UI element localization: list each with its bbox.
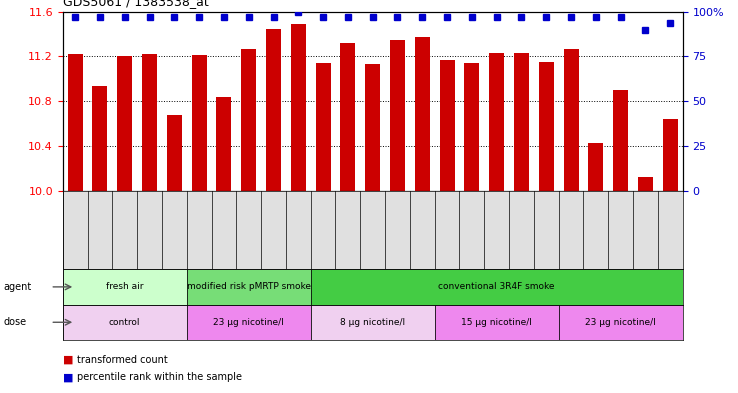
- Bar: [63, 269, 187, 305]
- Bar: [311, 305, 435, 340]
- Bar: [514, 53, 529, 191]
- Bar: [187, 305, 311, 340]
- Bar: [187, 269, 311, 305]
- Bar: [142, 54, 157, 191]
- Bar: [167, 115, 182, 191]
- Bar: [489, 53, 504, 191]
- Bar: [365, 64, 380, 191]
- Bar: [415, 37, 430, 191]
- Text: percentile rank within the sample: percentile rank within the sample: [77, 372, 243, 382]
- Bar: [291, 24, 306, 191]
- Text: 23 μg nicotine/l: 23 μg nicotine/l: [213, 318, 284, 327]
- Bar: [241, 49, 256, 191]
- Text: 23 μg nicotine/l: 23 μg nicotine/l: [585, 318, 656, 327]
- Text: transformed count: transformed count: [77, 354, 168, 365]
- Text: control: control: [109, 318, 140, 327]
- Bar: [440, 60, 455, 191]
- Bar: [564, 49, 579, 191]
- Bar: [663, 119, 677, 191]
- Bar: [340, 43, 355, 191]
- Bar: [638, 177, 653, 191]
- Text: agent: agent: [4, 282, 32, 292]
- Bar: [192, 55, 207, 191]
- Bar: [68, 54, 83, 191]
- Text: 8 μg nicotine/l: 8 μg nicotine/l: [340, 318, 405, 327]
- Text: fresh air: fresh air: [106, 283, 143, 291]
- Bar: [117, 57, 132, 191]
- Text: dose: dose: [4, 317, 27, 327]
- Text: 15 μg nicotine/l: 15 μg nicotine/l: [461, 318, 532, 327]
- Text: conventional 3R4F smoke: conventional 3R4F smoke: [438, 283, 555, 291]
- Text: ■: ■: [63, 372, 73, 382]
- Text: GDS5061 / 1383538_at: GDS5061 / 1383538_at: [63, 0, 208, 8]
- Bar: [266, 29, 281, 191]
- Bar: [435, 305, 559, 340]
- Text: ■: ■: [63, 354, 73, 365]
- Bar: [588, 143, 603, 191]
- Bar: [539, 62, 554, 191]
- Bar: [92, 86, 107, 191]
- Bar: [216, 97, 231, 191]
- Bar: [559, 305, 683, 340]
- Bar: [63, 305, 187, 340]
- Bar: [390, 40, 405, 191]
- Bar: [464, 63, 479, 191]
- Bar: [311, 269, 683, 305]
- Bar: [613, 90, 628, 191]
- Text: modified risk pMRTP smoke: modified risk pMRTP smoke: [187, 283, 311, 291]
- Bar: [316, 63, 331, 191]
